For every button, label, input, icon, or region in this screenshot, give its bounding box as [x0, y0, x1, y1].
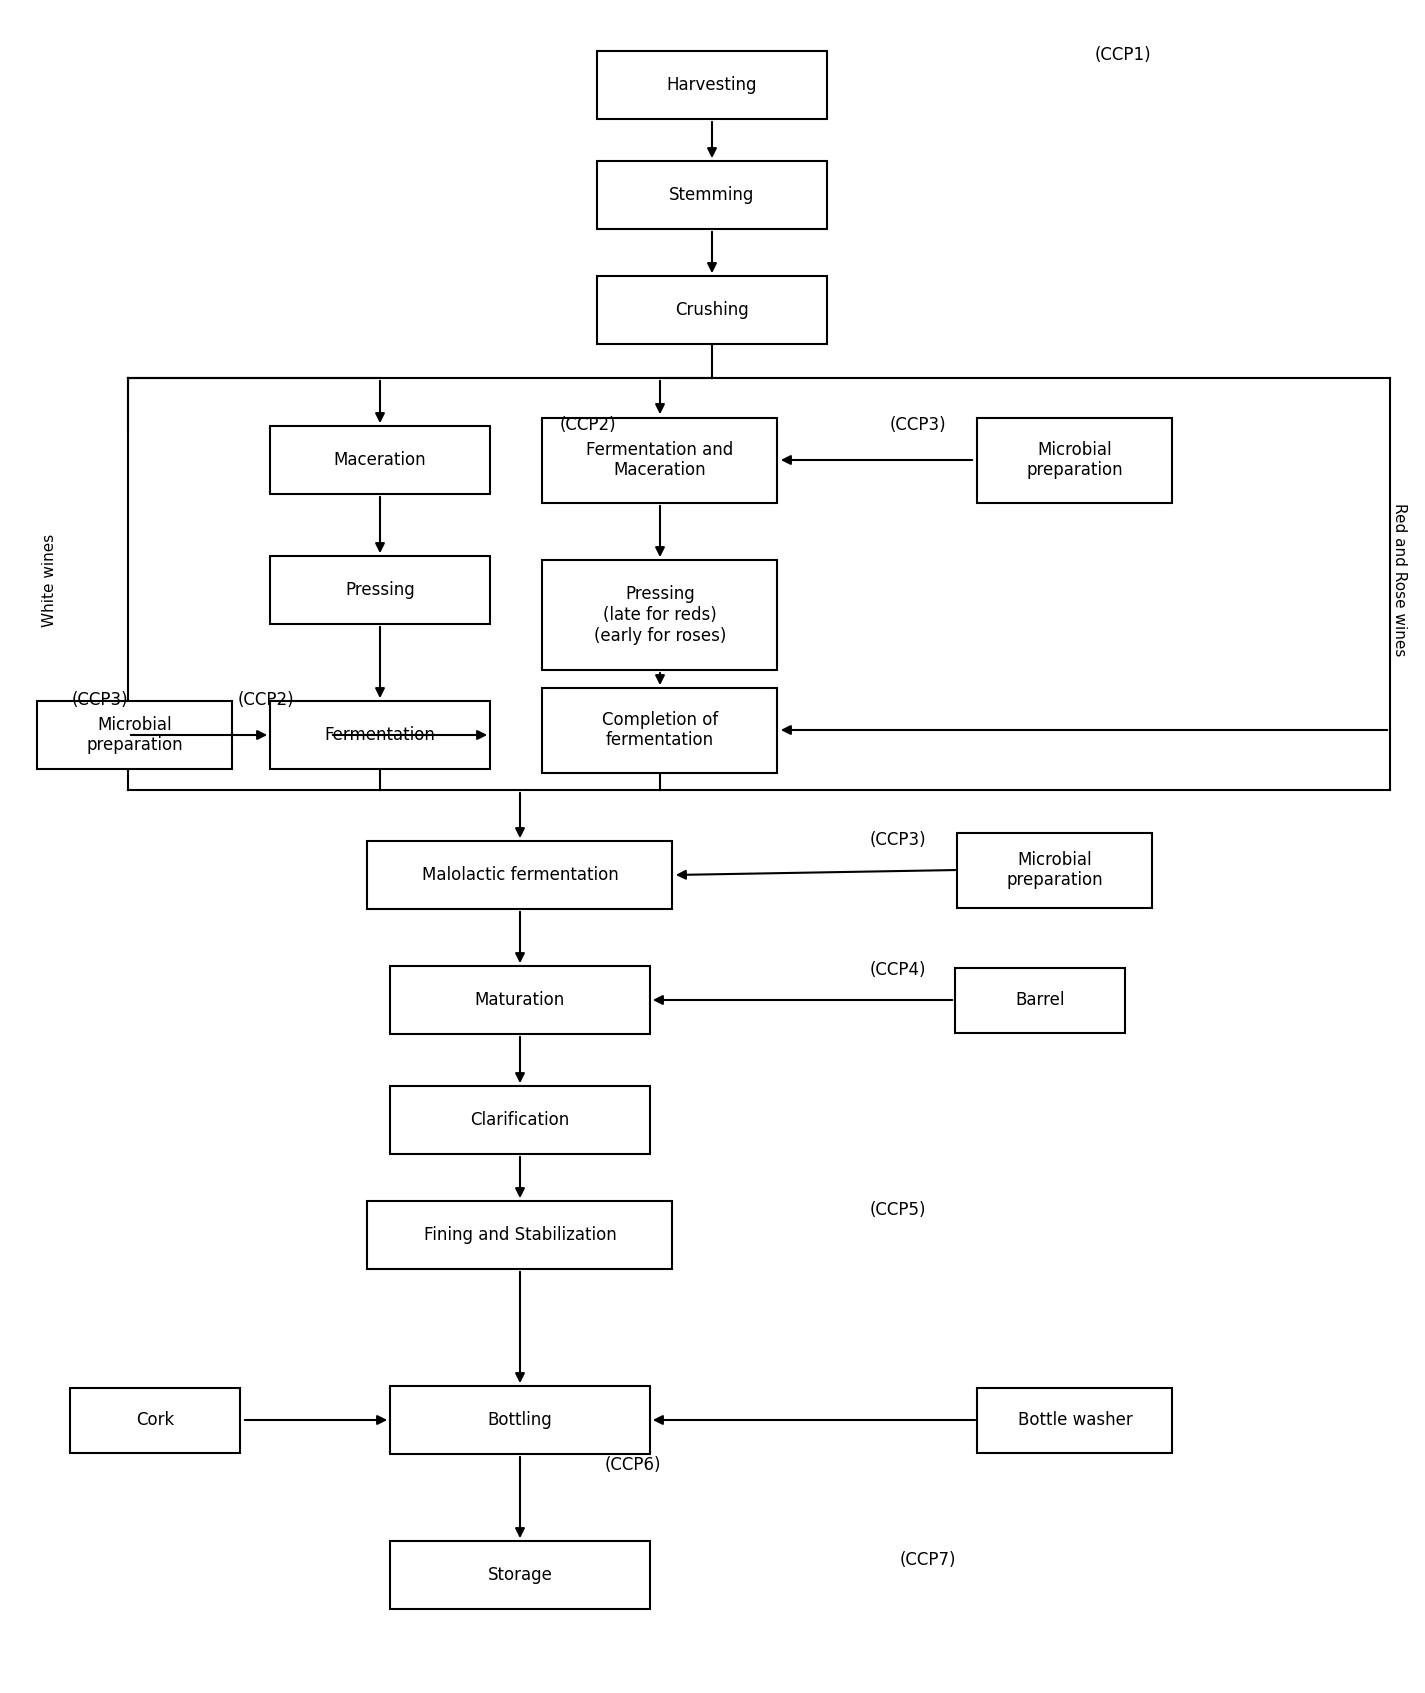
Text: Red and Rose wines: Red and Rose wines: [1392, 503, 1408, 657]
FancyBboxPatch shape: [368, 1200, 673, 1270]
Text: (CCP6): (CCP6): [606, 1456, 661, 1475]
FancyBboxPatch shape: [269, 555, 490, 625]
Text: Completion of
fermentation: Completion of fermentation: [601, 711, 718, 750]
Text: Fermentation: Fermentation: [325, 726, 436, 743]
Text: Bottling: Bottling: [487, 1410, 553, 1429]
Text: (CCP3): (CCP3): [871, 831, 926, 848]
Text: Malolactic fermentation: Malolactic fermentation: [422, 867, 618, 884]
Text: Maceration: Maceration: [333, 450, 426, 469]
Text: (CCP4): (CCP4): [871, 962, 926, 979]
Text: (CCP3): (CCP3): [73, 691, 128, 709]
Text: Stemming: Stemming: [670, 186, 755, 203]
FancyBboxPatch shape: [543, 418, 778, 503]
Text: Pressing: Pressing: [345, 581, 415, 599]
FancyBboxPatch shape: [269, 701, 490, 769]
Text: (CCP3): (CCP3): [891, 416, 946, 433]
Text: Harvesting: Harvesting: [667, 76, 757, 95]
Text: Clarification: Clarification: [470, 1111, 570, 1129]
FancyBboxPatch shape: [390, 1085, 650, 1155]
Text: Maturation: Maturation: [475, 990, 566, 1009]
Text: Microbial
preparation: Microbial preparation: [87, 716, 184, 755]
Text: Fermentation and
Maceration: Fermentation and Maceration: [586, 440, 734, 479]
Text: (CCP1): (CCP1): [1094, 46, 1151, 64]
FancyBboxPatch shape: [368, 841, 673, 909]
FancyBboxPatch shape: [543, 687, 778, 772]
Text: White wines: White wines: [43, 533, 57, 626]
FancyBboxPatch shape: [390, 1541, 650, 1608]
Text: Microbial
preparation: Microbial preparation: [1026, 440, 1123, 479]
Text: Fining and Stabilization: Fining and Stabilization: [423, 1226, 617, 1244]
FancyBboxPatch shape: [37, 701, 232, 769]
Text: (CCP2): (CCP2): [560, 416, 617, 433]
FancyBboxPatch shape: [269, 427, 490, 494]
Text: Pressing
(late for reds)
(early for roses): Pressing (late for reds) (early for rose…: [594, 586, 727, 645]
FancyBboxPatch shape: [543, 560, 778, 670]
Text: Crushing: Crushing: [675, 301, 750, 318]
FancyBboxPatch shape: [978, 418, 1173, 503]
FancyBboxPatch shape: [597, 276, 826, 344]
FancyBboxPatch shape: [597, 51, 826, 119]
Text: Storage: Storage: [487, 1566, 553, 1585]
FancyBboxPatch shape: [597, 161, 826, 229]
Text: Barrel: Barrel: [1015, 990, 1064, 1009]
Text: Bottle washer: Bottle washer: [1017, 1410, 1133, 1429]
Text: Cork: Cork: [135, 1410, 174, 1429]
Text: (CCP5): (CCP5): [871, 1200, 926, 1219]
FancyBboxPatch shape: [390, 967, 650, 1034]
Text: (CCP2): (CCP2): [238, 691, 295, 709]
FancyBboxPatch shape: [70, 1388, 239, 1453]
FancyBboxPatch shape: [958, 833, 1153, 907]
FancyBboxPatch shape: [955, 967, 1124, 1033]
Text: Microbial
preparation: Microbial preparation: [1006, 850, 1103, 889]
FancyBboxPatch shape: [390, 1387, 650, 1454]
Text: (CCP7): (CCP7): [901, 1551, 956, 1569]
FancyBboxPatch shape: [978, 1388, 1173, 1453]
